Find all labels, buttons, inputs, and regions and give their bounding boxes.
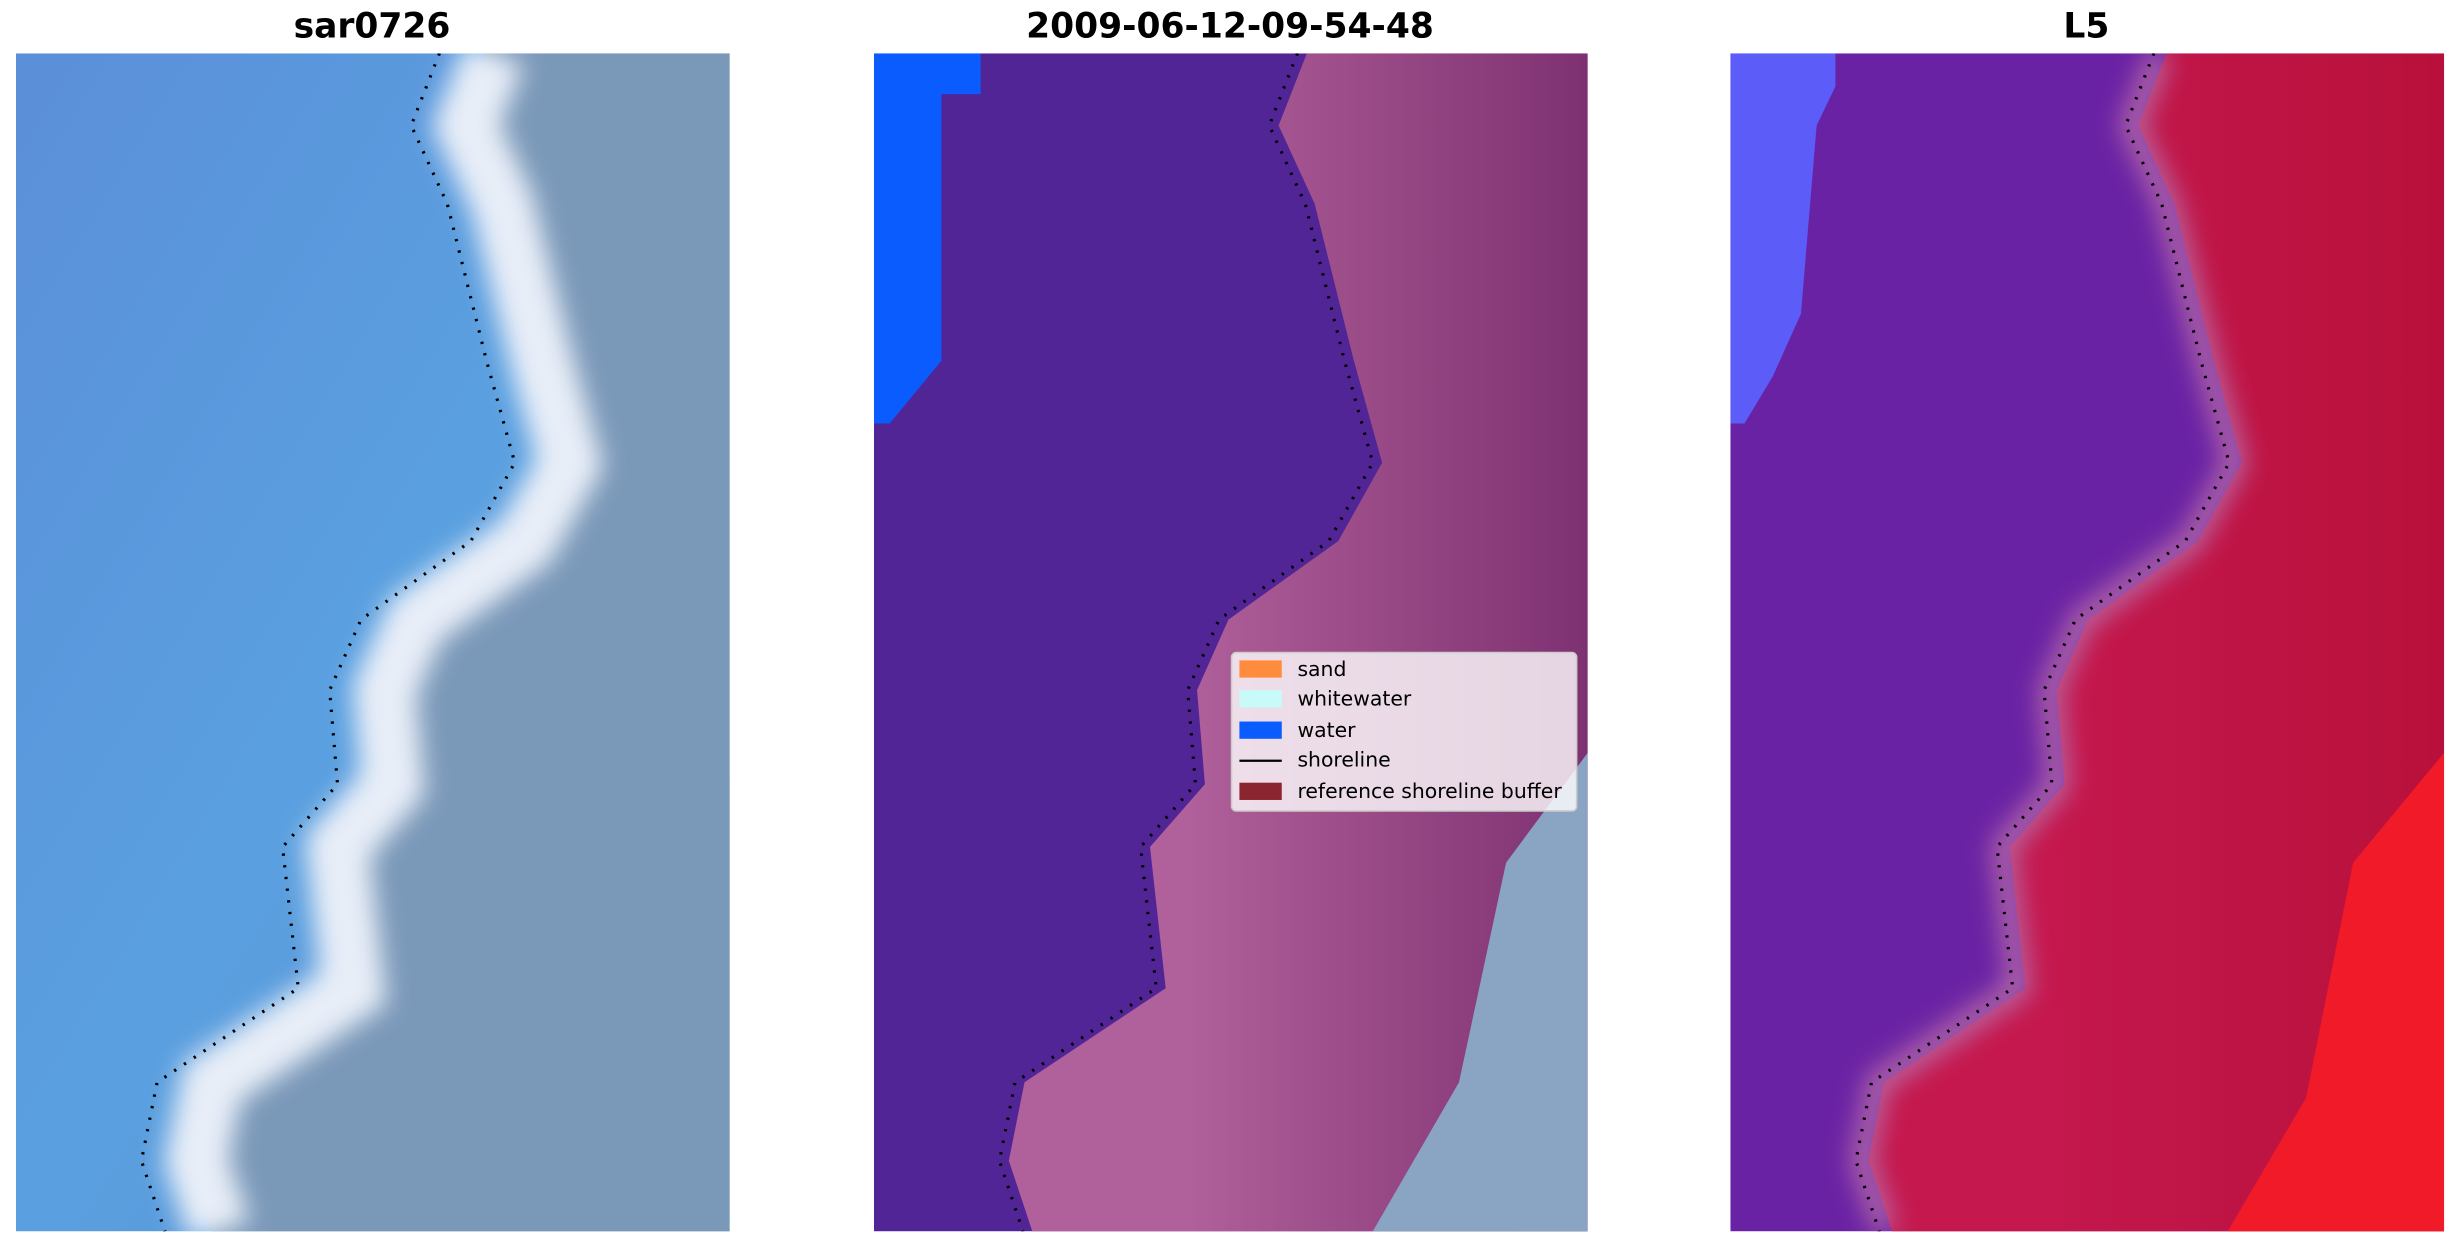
legend-label: sand	[1297, 657, 1346, 681]
legend-label: shoreline	[1297, 748, 1390, 772]
panel-image	[873, 53, 1588, 1232]
legend-label: whitewater	[1297, 687, 1411, 711]
panel-image	[15, 53, 730, 1232]
panel-image	[1730, 53, 2445, 1232]
panel-title: sar0726	[294, 7, 451, 47]
panel-title: 2009-06-12-09-54-48	[1026, 7, 1434, 47]
legend-label: water	[1297, 718, 1356, 742]
legend-label: reference shoreline buffer	[1297, 779, 1562, 803]
panel-title: L5	[2063, 7, 2109, 47]
legend: sand whitewater water shoreline referenc…	[1230, 651, 1578, 812]
